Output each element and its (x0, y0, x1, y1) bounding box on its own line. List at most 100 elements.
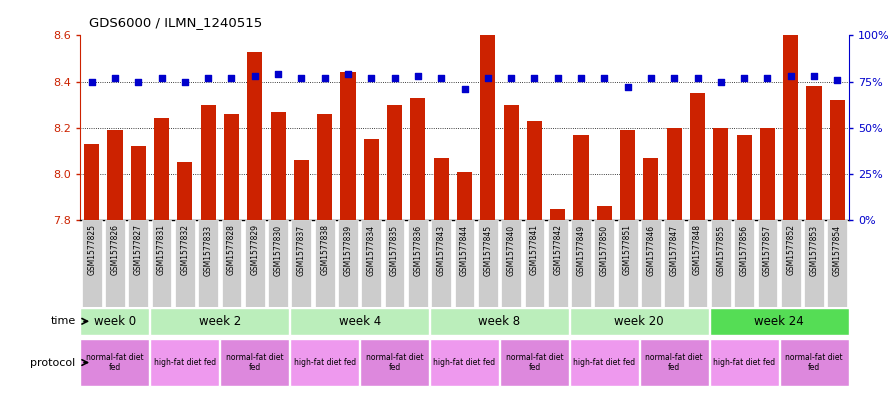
Point (458, 86, 472, 92)
Bar (152, 220, 172, 307)
Text: week 4: week 4 (339, 315, 380, 328)
Bar (290, 308, 429, 334)
Bar (597, 206, 612, 220)
Bar (317, 114, 332, 220)
Text: normal-fat diet
fed: normal-fat diet fed (645, 353, 703, 372)
Bar (364, 139, 379, 220)
Point (388, 75, 402, 81)
Text: GSM1577825: GSM1577825 (87, 224, 96, 275)
Bar (573, 135, 589, 220)
Text: GSM1577834: GSM1577834 (367, 224, 376, 275)
Bar (247, 51, 262, 220)
Text: normal-fat diet
fed: normal-fat diet fed (226, 353, 284, 372)
Bar (713, 128, 728, 220)
Text: GSM1577832: GSM1577832 (180, 224, 189, 275)
Point (481, 75, 495, 81)
Text: week 0: week 0 (94, 315, 136, 328)
Text: week 2: week 2 (199, 315, 241, 328)
Bar (387, 105, 402, 220)
Point (224, 75, 238, 81)
Bar (108, 130, 123, 220)
Bar (224, 114, 239, 220)
Point (714, 79, 728, 85)
Bar (711, 220, 731, 307)
Bar (457, 172, 472, 220)
Bar (430, 308, 569, 334)
Bar (503, 105, 518, 220)
Point (411, 73, 425, 79)
Bar (828, 220, 847, 307)
Bar (430, 339, 499, 386)
Bar (175, 220, 195, 307)
Text: GSM1577847: GSM1577847 (669, 224, 678, 275)
Text: GSM1577831: GSM1577831 (157, 224, 166, 275)
Bar (385, 220, 404, 307)
Bar (667, 128, 682, 220)
Text: GSM1577839: GSM1577839 (343, 224, 353, 275)
Text: GSM1577826: GSM1577826 (110, 224, 119, 275)
Bar (595, 220, 614, 307)
Bar (806, 86, 821, 220)
Text: GSM1577844: GSM1577844 (460, 224, 469, 275)
Bar (550, 209, 565, 220)
Bar (781, 220, 801, 307)
Point (340, 71, 355, 77)
Bar (618, 220, 637, 307)
Bar (644, 158, 659, 220)
Point (108, 75, 122, 81)
Text: normal-fat diet
fed: normal-fat diet fed (86, 353, 144, 372)
Bar (177, 162, 192, 220)
Text: GSM1577856: GSM1577856 (740, 224, 749, 275)
Point (155, 75, 169, 81)
Text: normal-fat diet
fed: normal-fat diet fed (506, 353, 564, 372)
Bar (664, 220, 685, 307)
Bar (548, 220, 567, 307)
Text: GSM1577836: GSM1577836 (413, 224, 422, 275)
Text: high-fat diet fed: high-fat diet fed (154, 358, 216, 367)
Text: GSM1577840: GSM1577840 (507, 224, 516, 275)
Bar (780, 339, 848, 386)
Text: high-fat diet fed: high-fat diet fed (434, 358, 495, 367)
Point (364, 75, 379, 81)
Bar (620, 130, 636, 220)
Point (178, 79, 192, 85)
Point (644, 75, 658, 81)
Bar (734, 220, 754, 307)
Bar (290, 339, 359, 386)
Bar (690, 93, 705, 220)
Text: protocol: protocol (30, 358, 76, 367)
Text: high-fat diet fed: high-fat diet fed (713, 358, 775, 367)
Bar (315, 220, 334, 307)
Text: high-fat diet fed: high-fat diet fed (573, 358, 636, 367)
Point (248, 73, 262, 79)
Bar (198, 220, 218, 307)
Bar (500, 339, 569, 386)
Text: GSM1577854: GSM1577854 (833, 224, 842, 275)
Bar (570, 339, 639, 386)
Bar (270, 112, 285, 220)
Bar (128, 220, 148, 307)
Bar (338, 220, 358, 307)
Bar (362, 220, 381, 307)
Bar (709, 339, 779, 386)
Text: GSM1577855: GSM1577855 (717, 224, 725, 275)
Bar (360, 339, 429, 386)
Text: GSM1577829: GSM1577829 (251, 224, 260, 275)
Bar (131, 146, 146, 220)
Point (132, 79, 146, 85)
Bar (571, 220, 591, 307)
Text: GDS6000 / ILMN_1240515: GDS6000 / ILMN_1240515 (89, 17, 262, 29)
Text: high-fat diet fed: high-fat diet fed (293, 358, 356, 367)
Text: normal-fat diet
fed: normal-fat diet fed (785, 353, 843, 372)
Text: GSM1577846: GSM1577846 (646, 224, 655, 275)
Bar (527, 121, 542, 220)
Bar (82, 220, 101, 307)
Text: GSM1577852: GSM1577852 (786, 224, 796, 275)
Text: week 20: week 20 (614, 315, 664, 328)
Bar (81, 339, 149, 386)
Bar (150, 308, 289, 334)
Bar (292, 220, 311, 307)
Bar (757, 220, 777, 307)
Text: GSM1577853: GSM1577853 (810, 224, 819, 275)
Text: time: time (51, 316, 76, 326)
